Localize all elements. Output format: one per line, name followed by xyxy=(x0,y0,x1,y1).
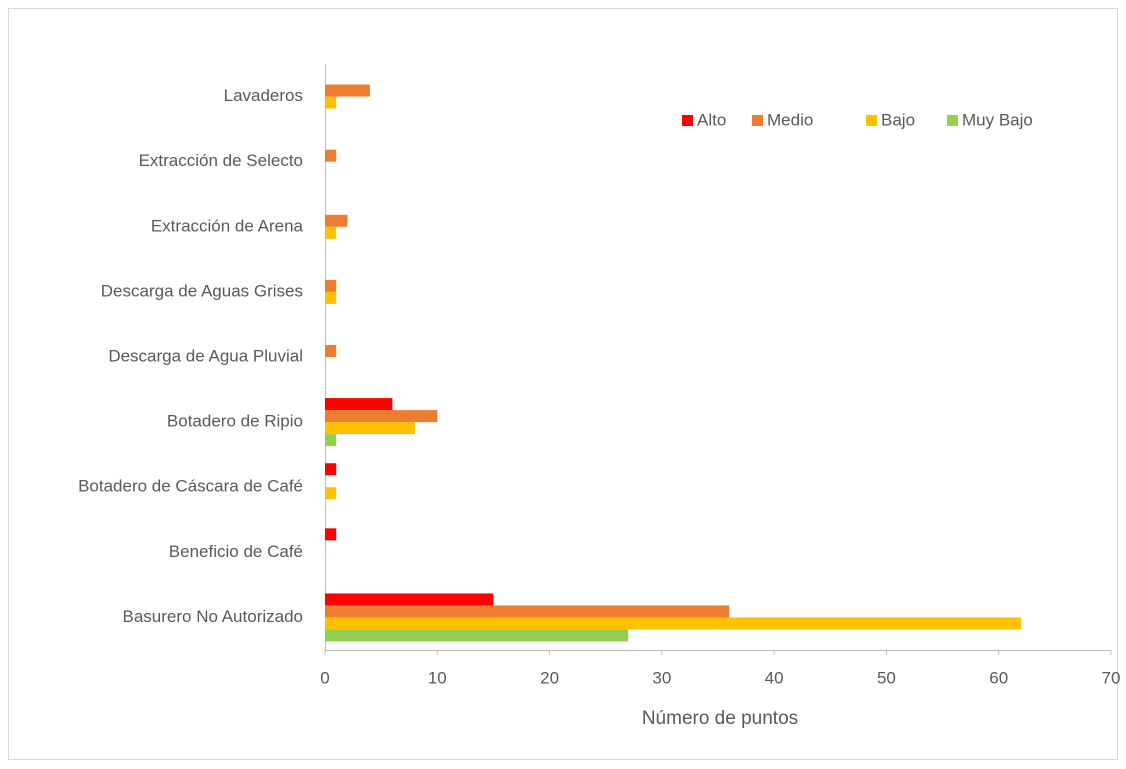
bar xyxy=(325,617,1022,630)
bar xyxy=(325,214,348,227)
legend-swatch xyxy=(752,115,763,126)
legend-label: Muy Bajo xyxy=(962,110,1033,129)
bar xyxy=(325,487,337,500)
x-tick-label: 60 xyxy=(989,668,1008,687)
bar xyxy=(325,410,438,423)
x-tick-label: 20 xyxy=(540,668,559,687)
x-tick-label: 30 xyxy=(652,668,671,687)
x-tick-label: 50 xyxy=(877,668,896,687)
bar xyxy=(325,291,337,304)
x-axis-label: Número de puntos xyxy=(642,708,798,729)
bar xyxy=(325,605,730,618)
x-tick-label: 10 xyxy=(428,668,447,687)
y-tick-label: Descarga de Agua Pluvial xyxy=(108,346,303,365)
bar xyxy=(325,422,415,435)
y-tick-label: Botadero de Ripio xyxy=(167,412,303,431)
bar xyxy=(325,345,337,357)
bar xyxy=(325,96,337,109)
x-tick-label: 0 xyxy=(320,668,329,687)
y-tick-label: Basurero No Autorizado xyxy=(123,607,304,626)
bar xyxy=(325,84,370,97)
x-tick-label: 70 xyxy=(1102,668,1121,687)
bar xyxy=(325,593,494,606)
bar xyxy=(325,528,337,541)
legend-label: Bajo xyxy=(881,110,915,129)
legend-swatch xyxy=(947,115,958,126)
bar xyxy=(325,149,337,162)
bar xyxy=(325,279,337,292)
bar xyxy=(325,629,629,642)
y-tick-label: Extracción de Arena xyxy=(151,216,304,235)
legend-label: Medio xyxy=(767,110,813,129)
bar xyxy=(325,226,337,239)
bar xyxy=(325,398,393,411)
legend-swatch xyxy=(682,115,693,126)
bar xyxy=(325,463,337,476)
y-tick-label: Extracción de Selecto xyxy=(139,151,303,170)
y-tick-label: Lavaderos xyxy=(224,86,303,105)
y-tick-label: Beneficio de Café xyxy=(169,542,303,561)
x-tick-label: 40 xyxy=(765,668,784,687)
y-tick-label: Descarga de Aguas Grises xyxy=(101,281,303,300)
legend-swatch xyxy=(866,115,877,126)
bar xyxy=(325,434,337,447)
y-tick-label: Botadero de Cáscara de Café xyxy=(78,477,303,496)
legend-label: Alto xyxy=(697,110,726,129)
